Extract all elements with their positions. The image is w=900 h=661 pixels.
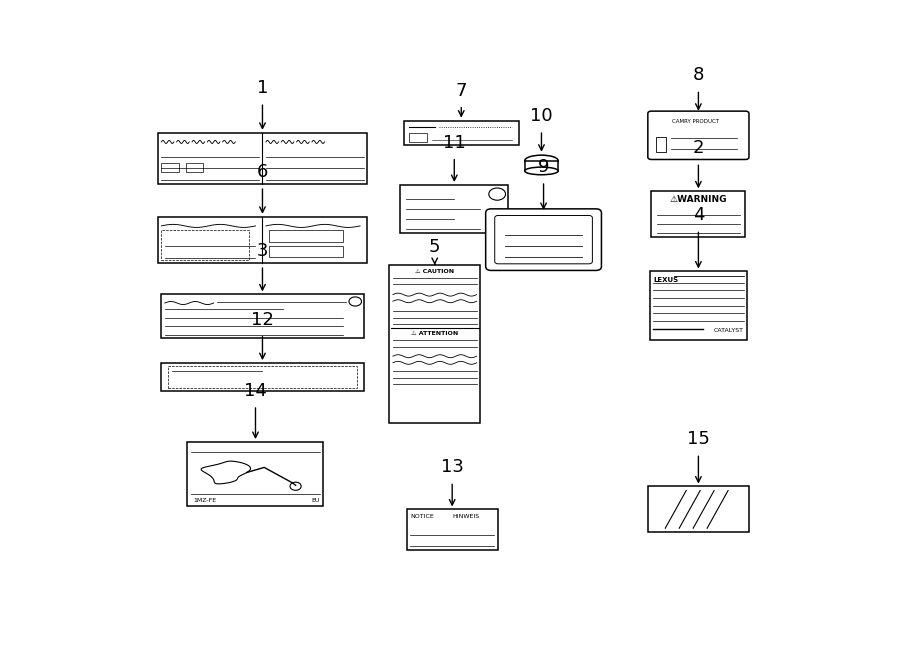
- Text: 8: 8: [693, 66, 704, 85]
- Text: 7: 7: [455, 82, 467, 100]
- Text: 1: 1: [256, 79, 268, 97]
- Text: ⚠ CAUTION: ⚠ CAUTION: [415, 269, 454, 274]
- Bar: [652, 191, 745, 237]
- Text: 12: 12: [251, 311, 274, 329]
- Text: 1MZ-FE: 1MZ-FE: [194, 498, 216, 502]
- Text: 6: 6: [256, 163, 268, 181]
- FancyBboxPatch shape: [486, 209, 601, 270]
- Bar: [187, 442, 323, 506]
- FancyBboxPatch shape: [495, 215, 592, 264]
- Bar: [404, 120, 518, 145]
- Text: 5: 5: [429, 239, 440, 256]
- Bar: [400, 185, 508, 233]
- Bar: [158, 133, 367, 184]
- FancyBboxPatch shape: [648, 111, 749, 159]
- Text: 13: 13: [441, 458, 464, 477]
- Bar: [158, 217, 367, 262]
- Ellipse shape: [525, 155, 558, 167]
- Bar: [390, 265, 480, 423]
- Bar: [269, 231, 343, 242]
- Text: EU: EU: [311, 498, 320, 502]
- Text: 2: 2: [693, 139, 704, 157]
- Text: CAMRY PRODUCT: CAMRY PRODUCT: [672, 119, 719, 124]
- Text: 10: 10: [530, 107, 553, 125]
- Bar: [185, 163, 203, 173]
- Text: CATALYST: CATALYST: [714, 328, 743, 332]
- Bar: [161, 294, 364, 338]
- Bar: [407, 510, 498, 550]
- Bar: [650, 272, 747, 340]
- Bar: [655, 137, 666, 152]
- Ellipse shape: [525, 167, 558, 175]
- Text: 14: 14: [244, 382, 267, 400]
- Bar: [161, 363, 364, 391]
- Bar: [161, 230, 248, 260]
- Bar: [168, 366, 356, 388]
- Text: LEXUS: LEXUS: [653, 276, 679, 282]
- Bar: [161, 163, 179, 173]
- Text: ⚠ ATTENTION: ⚠ ATTENTION: [411, 330, 458, 336]
- Text: 4: 4: [693, 206, 704, 224]
- Bar: [525, 161, 558, 171]
- Text: 9: 9: [538, 158, 549, 176]
- Text: HINWEIS: HINWEIS: [452, 514, 480, 520]
- Bar: [648, 486, 749, 532]
- Bar: [410, 134, 427, 142]
- Text: ⚠WARNING: ⚠WARNING: [670, 196, 727, 204]
- Text: 15: 15: [687, 430, 710, 448]
- Text: 3: 3: [256, 242, 268, 260]
- Text: NOTICE: NOTICE: [410, 514, 434, 520]
- Bar: [269, 246, 343, 257]
- Text: 11: 11: [443, 134, 465, 151]
